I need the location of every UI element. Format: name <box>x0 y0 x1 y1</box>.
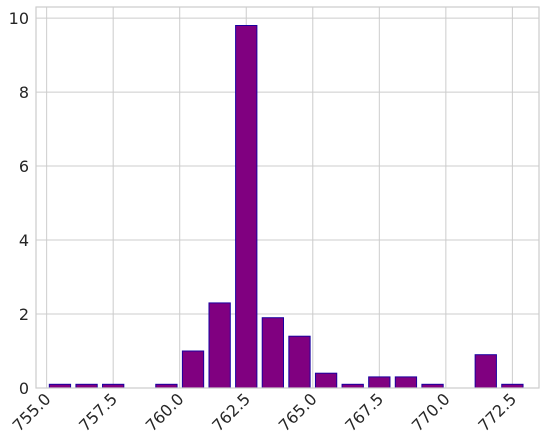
bar <box>261 317 285 389</box>
y-tick-label: 0 <box>19 379 29 398</box>
y-tick-label: 4 <box>19 231 29 250</box>
bar <box>474 354 497 389</box>
x-tick-label: 757.5 <box>75 389 121 435</box>
x-tick-label: 760.0 <box>142 389 188 435</box>
x-tick-label: 762.5 <box>208 389 254 435</box>
bar <box>314 372 338 389</box>
y-axis-ticks: 0 2 4 6 8 10 <box>9 9 29 398</box>
x-tick-label: 770.0 <box>408 389 454 435</box>
x-axis-ticks: 755.0 757.5 760.0 762.5 765.0 767.5 770.0 772.5 <box>9 389 521 435</box>
plot-frame <box>35 6 540 389</box>
x-tick-label: 772.5 <box>474 389 520 435</box>
bar <box>208 302 231 389</box>
y-tick-label: 6 <box>19 157 29 176</box>
y-tick-label: 10 <box>9 9 29 28</box>
bar <box>288 335 311 389</box>
grid-lines <box>36 7 539 389</box>
bar <box>394 376 418 389</box>
x-tick-label: 767.5 <box>341 389 387 435</box>
bars <box>48 24 524 389</box>
x-tick-label: 765.0 <box>275 389 321 435</box>
x-tick-label: 755.0 <box>9 389 55 435</box>
y-tick-label: 2 <box>19 305 29 324</box>
y-tick-label: 8 <box>19 83 29 102</box>
bar <box>235 24 258 389</box>
bar <box>181 350 205 389</box>
bar <box>368 376 391 389</box>
